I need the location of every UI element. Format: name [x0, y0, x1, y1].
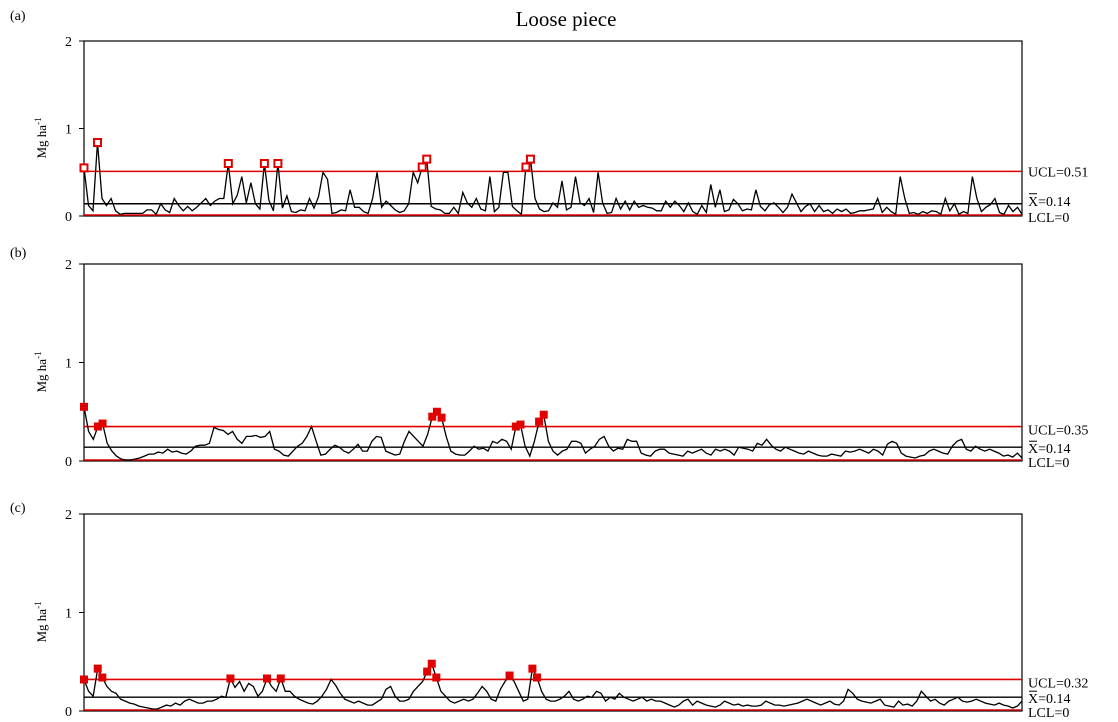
- plot-frame: [83, 513, 1023, 712]
- out-of-control-point: [432, 673, 441, 682]
- y-tick-label: 0: [65, 210, 72, 225]
- out-of-control-point: [80, 675, 88, 684]
- y-axis-label-exponent: -1: [33, 117, 43, 125]
- out-of-control-point: [535, 417, 544, 426]
- y-axis-label: Mg ha-1: [33, 117, 49, 158]
- y-tick-label: 2: [65, 258, 72, 273]
- out-of-control-point: [417, 162, 427, 172]
- out-of-control-point: [539, 410, 548, 419]
- y-axis-label-exponent: -1: [33, 601, 43, 609]
- out-of-control-point: [223, 159, 233, 168]
- out-of-control-point: [263, 674, 272, 683]
- out-of-control-point: [511, 422, 520, 431]
- y-tick-label: 0: [65, 455, 72, 470]
- panel-label: (b): [10, 246, 27, 261]
- out-of-control-point: [423, 667, 432, 676]
- out-of-control-point: [532, 673, 541, 682]
- panel-label: (c): [10, 501, 26, 516]
- mean-label: X=0.14: [1028, 442, 1071, 457]
- out-of-control-point: [259, 159, 269, 168]
- panel-label: (a): [10, 9, 26, 24]
- out-of-control-point: [516, 420, 525, 429]
- data-series-line: [83, 662, 1023, 710]
- out-of-control-point: [427, 659, 436, 668]
- out-of-control-point: [276, 674, 285, 683]
- y-tick-label: 1: [65, 357, 72, 372]
- out-of-control-point: [437, 413, 446, 422]
- y-tick-label: 1: [65, 607, 72, 622]
- out-of-control-point: [93, 138, 103, 147]
- out-of-control-point: [93, 422, 102, 431]
- out-of-control-point: [98, 419, 107, 428]
- ucl-label: UCL=0.32: [1028, 676, 1088, 691]
- lcl-label: LCL=0: [1028, 456, 1069, 471]
- data-series-line: [83, 142, 1023, 216]
- out-of-control-point: [505, 671, 514, 680]
- y-axis-label: Mg ha-1: [33, 601, 49, 642]
- y-axis-label: Mg ha-1: [33, 351, 49, 392]
- out-of-control-point: [80, 402, 88, 411]
- out-of-control-point: [93, 664, 102, 673]
- out-of-control-point: [98, 673, 107, 682]
- out-of-control-point: [525, 154, 535, 164]
- y-tick-label: 1: [65, 123, 72, 138]
- out-of-control-point: [528, 664, 537, 673]
- mean-label: X=0.14: [1028, 692, 1071, 707]
- figure-title: Loose piece: [516, 7, 617, 31]
- y-tick-label: 2: [65, 35, 72, 50]
- data-series-line: [83, 406, 1023, 461]
- ucl-label: UCL=0.35: [1028, 424, 1088, 439]
- out-of-control-point: [428, 412, 437, 421]
- out-of-control-point: [273, 159, 283, 168]
- out-of-control-point: [521, 162, 531, 172]
- y-tick-label: 2: [65, 508, 72, 523]
- y-axis-label-exponent: -1: [33, 351, 43, 359]
- y-tick-label: 0: [65, 705, 72, 720]
- mean-label: X=0.14: [1028, 195, 1071, 210]
- out-of-control-point: [79, 163, 89, 173]
- ucl-label: UCL=0.51: [1028, 165, 1088, 180]
- out-of-control-point: [226, 674, 235, 683]
- out-of-control-point: [422, 154, 432, 164]
- lcl-label: LCL=0: [1028, 706, 1069, 721]
- out-of-control-point: [432, 407, 441, 416]
- lcl-label: LCL=0: [1028, 211, 1069, 226]
